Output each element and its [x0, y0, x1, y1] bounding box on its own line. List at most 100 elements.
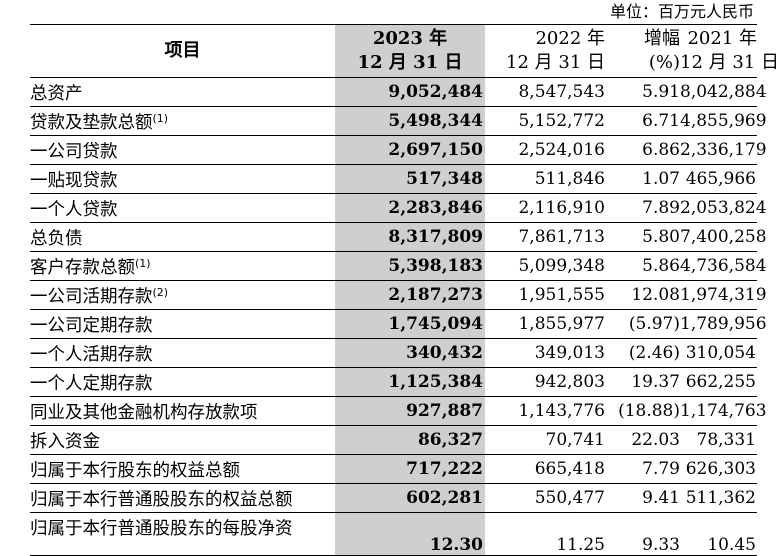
value-growth: (5.97) — [605, 309, 680, 339]
value-2021: 7,400,258 — [680, 222, 767, 252]
table-row: 一公司贷款 2,697,150 2,524,016 6.86 2,336,179 — [30, 135, 767, 165]
value-2022: 1,855,977 — [485, 309, 605, 339]
row-label-text: 一个人定期存款 — [30, 373, 153, 394]
row-label-text: 拆入资金 — [30, 431, 100, 452]
value-2023: 1,745,094 — [335, 309, 485, 339]
value-2021: 1,974,319 — [680, 280, 767, 310]
value-2023: 12.30 — [335, 512, 485, 556]
value-growth: 19.37 — [605, 367, 680, 397]
header-2022: 2022 年 12 月 31 日 — [485, 24, 605, 78]
value-growth: 5.91 — [605, 77, 680, 107]
table-row: 一个人定期存款 1,125,384 942,803 19.37 662,255 — [30, 367, 757, 397]
value-growth: 9.41 — [605, 483, 680, 513]
value-growth: (2.46) — [605, 338, 680, 368]
value-2023: 86,327 — [335, 425, 485, 455]
table-row: 同业及其他金融机构存放款项 927,887 1,143,776 (18.88) 1,17… — [30, 396, 767, 426]
header-growth-unit: (%) — [648, 52, 680, 73]
row-label-text: 一个人贷款 — [30, 199, 118, 220]
value-2022: 550,477 — [485, 483, 605, 513]
value-growth: 12.08 — [605, 280, 680, 310]
footnote-marker: (2) — [152, 285, 169, 299]
row-label: 一公司定期存款 — [30, 309, 335, 339]
header-2022-date: 12 月 31 日 — [506, 52, 605, 73]
value-2023: 927,887 — [335, 396, 485, 426]
value-2023: 5,398,183 — [335, 251, 485, 281]
table-row: 一贴现贷款 517,348 511,846 1.07 465,966 — [30, 164, 757, 194]
value-2022: 511,846 — [485, 164, 605, 194]
table-row: 一个人活期存款 340,432 349,013 (2.46) 310,054 — [30, 338, 757, 368]
value-2023: 1,125,384 — [335, 367, 485, 397]
row-label-text: 总负债 — [30, 228, 83, 249]
table-row: 拆入资金 86,327 70,741 22.03 78,331 — [30, 425, 757, 455]
value-2022: 8,547,543 — [485, 77, 605, 107]
value-2021: 511,362 — [680, 483, 757, 513]
value-2021: 310,054 — [680, 338, 757, 368]
value-2021: 10.45 — [680, 512, 757, 556]
value-growth: 9.33 — [605, 512, 680, 556]
row-label: 拆入资金 — [30, 425, 335, 455]
value-2021: 465,966 — [680, 164, 757, 194]
value-2021: 2,053,824 — [680, 193, 767, 223]
table-header-row: 项目 2023 年 12 月 31 日 2022 年 12 月 31 日 增幅 … — [30, 24, 778, 78]
table-row: 总资产 9,052,484 8,547,543 5.91 8,042,884 — [30, 77, 767, 107]
row-label-text: 一贴现贷款 — [30, 170, 118, 191]
header-2023-year: 2023 年 — [372, 28, 448, 49]
value-2022: 1,951,555 — [485, 280, 605, 310]
row-label: 一贴现贷款 — [30, 164, 335, 194]
table-row: 归属于本行普通股股东的每股净资 12.30 11.25 9.33 10.45 — [30, 512, 757, 556]
row-label: 一个人定期存款 — [30, 367, 335, 397]
row-label-text: 同业及其他金融机构存放款项 — [30, 402, 258, 423]
table-row: 总负债 8,317,809 7,861,713 5.80 7,400,258 — [30, 222, 767, 252]
value-2022: 942,803 — [485, 367, 605, 397]
value-growth: 7.79 — [605, 454, 680, 484]
row-label: 归属于本行股东的权益总额 — [30, 454, 335, 484]
header-2021-year: 2021 年 — [687, 28, 757, 49]
row-label: 一公司贷款 — [30, 135, 335, 165]
value-2021: 2,336,179 — [680, 135, 767, 165]
value-2021: 1,174,763 — [680, 396, 767, 426]
table-body: 总资产 9,052,484 8,547,543 5.91 8,042,884 贷款及垫款总… — [30, 77, 767, 556]
value-2022: 2,524,016 — [485, 135, 605, 165]
value-growth: 6.71 — [605, 106, 680, 136]
table-row: 客户存款总额(1) 5,398,183 5,099,348 5.86 4,736,584 — [30, 251, 767, 281]
value-2021: 662,255 — [680, 367, 757, 397]
row-label: 归属于本行普通股股东的每股净资 — [30, 512, 335, 556]
value-growth: (18.88) — [605, 396, 680, 426]
table-row: 归属于本行普通股股东的权益总额 602,281 550,477 9.41 511,362 — [30, 483, 757, 513]
row-label-text: 一公司活期存款 — [30, 286, 153, 307]
row-label-text: 归属于本行股东的权益总额 — [30, 460, 240, 481]
header-2021-date: 12 月 31 日 — [680, 52, 778, 73]
table-row: 一公司活期存款(2) 2,187,273 1,951,555 12.08 1,974,3… — [30, 280, 767, 310]
value-2022: 2,116,910 — [485, 193, 605, 223]
row-label: 一公司活期存款(2) — [30, 280, 335, 310]
table-row: 一个人贷款 2,283,846 2,116,910 7.89 2,053,824 — [30, 193, 767, 223]
table-row: 一公司定期存款 1,745,094 1,855,977 (5.97) 1,789,956 — [30, 309, 767, 339]
financial-table: 项目 2023 年 12 月 31 日 2022 年 12 月 31 日 增幅 … — [30, 24, 778, 556]
value-2021: 78,331 — [680, 425, 757, 455]
value-growth: 6.86 — [605, 135, 680, 165]
value-growth: 5.86 — [605, 251, 680, 281]
value-2021: 4,855,969 — [680, 106, 767, 136]
value-2023: 5,498,344 — [335, 106, 485, 136]
header-2023-date: 12 月 31 日 — [357, 52, 463, 73]
value-growth: 7.89 — [605, 193, 680, 223]
row-label: 归属于本行普通股股东的权益总额 — [30, 483, 335, 513]
value-growth: 5.80 — [605, 222, 680, 252]
header-2022-year: 2022 年 — [535, 28, 605, 49]
row-label: 一个人活期存款 — [30, 338, 335, 368]
footnote-marker: (1) — [135, 256, 151, 270]
value-2021: 626,303 — [680, 454, 757, 484]
value-2022: 349,013 — [485, 338, 605, 368]
value-2022: 5,099,348 — [485, 251, 605, 281]
value-2023: 517,348 — [335, 164, 485, 194]
row-label: 同业及其他金融机构存放款项 — [30, 396, 335, 426]
row-label-text: 一公司贷款 — [30, 141, 118, 162]
row-label: 总资产 — [30, 77, 335, 107]
row-label: 客户存款总额(1) — [30, 251, 335, 281]
value-growth: 22.03 — [605, 425, 680, 455]
value-2023: 9,052,484 — [335, 77, 485, 107]
value-2022: 5,152,772 — [485, 106, 605, 136]
value-2023: 717,222 — [335, 454, 485, 484]
value-2022: 1,143,776 — [485, 396, 605, 426]
table-row: 归属于本行股东的权益总额 717,222 665,418 7.79 626,303 — [30, 454, 757, 484]
